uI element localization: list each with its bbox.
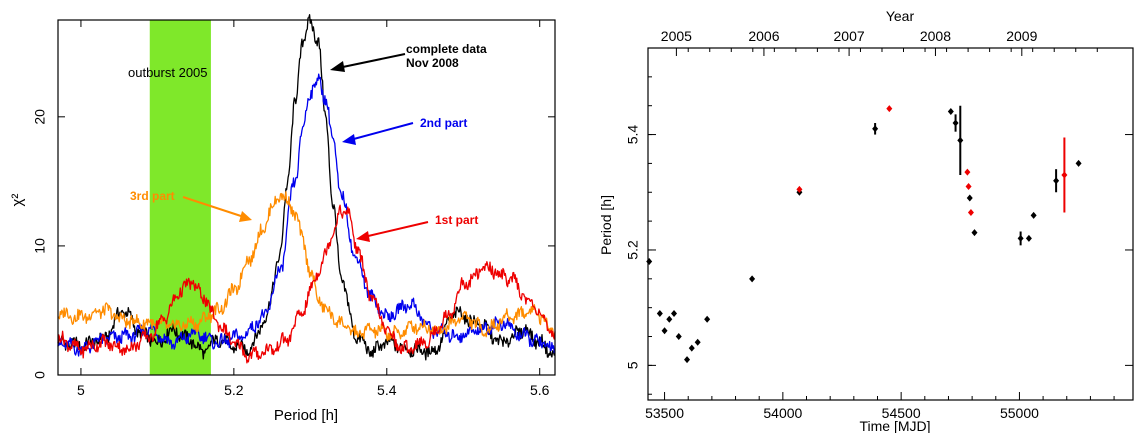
series-line-3rd-part (57, 191, 556, 342)
data-point-black (656, 309, 663, 317)
data-point-black (966, 194, 973, 202)
data-point-red (1061, 171, 1068, 179)
left-x-tick-label: 5 (77, 382, 85, 398)
right-y-tick-label: 5.2 (625, 240, 641, 260)
right-top-tick-label: 2007 (834, 28, 865, 44)
right-top-tick-label: 2009 (1006, 28, 1037, 44)
left-y-tick-label: 10 (32, 238, 48, 254)
right-top-ticks: 2005 2006 2007 2008 2009 (661, 28, 1098, 56)
left-y-tick-label: 20 (32, 109, 48, 125)
annotation-arrows (182, 53, 429, 242)
annotation-complete-data: complete data (406, 42, 487, 56)
left-x-ticks: 5 5.2 5.4 5.6 (77, 20, 550, 398)
annotation-nov-2008: Nov 2008 (406, 56, 459, 70)
annotation-3rd-part: 3rd part (130, 189, 175, 203)
annotation-1st-part: 1st part (435, 213, 478, 227)
right-top-axis-label: Year (886, 8, 915, 24)
data-point-black (1025, 234, 1032, 242)
right-x-tick-label: 55000 (1000, 405, 1039, 421)
annotation-2nd-part: 2nd part (420, 116, 467, 130)
left-y-tick-label: 0 (32, 371, 48, 379)
outburst-band (149, 20, 211, 375)
right-top-tick-label: 2006 (748, 28, 779, 44)
data-point-black (952, 119, 959, 127)
data-point-black (1053, 177, 1060, 185)
data-point-red (886, 105, 893, 113)
left-x-axis-label: Period [h] (274, 407, 338, 424)
data-point-black (749, 275, 756, 283)
outburst-label: outburst 2005 (128, 65, 208, 80)
right-top-tick-label: 2005 (661, 28, 692, 44)
left-y-ticks: 0 10 20 (32, 109, 555, 379)
right-x-tick-label: 54000 (763, 405, 802, 421)
series-line-2nd-part (57, 73, 556, 357)
right-x-tick-label: 53500 (645, 405, 684, 421)
left-chart: 5 5.2 5.4 5.6 0 10 20 Period [h] χ² outburst … (9, 14, 556, 424)
data-point-red (967, 208, 974, 216)
data-point-black (1030, 211, 1037, 219)
right-chart: 53500 54000 54500 55000 2005 2006 2007 2008 200… (598, 8, 1134, 433)
right-x-tick-label: 54500 (882, 405, 921, 421)
data-point-black (666, 315, 673, 323)
right-x-axis-label: Time [MJD] (859, 418, 930, 433)
data-point-red (796, 185, 803, 193)
data-point-black (704, 315, 711, 323)
left-plot-frame (57, 19, 556, 376)
data-point-black (646, 258, 653, 266)
right-y-tick-label: 5.4 (625, 125, 641, 145)
data-point-black (1075, 159, 1082, 167)
left-x-tick-label: 5.4 (377, 382, 397, 398)
outburst-2005-band (149, 20, 211, 375)
data-point-black (694, 338, 701, 346)
right-y-ticks: 5 5.2 5.4 (625, 76, 1133, 395)
data-point-black (872, 125, 879, 133)
data-point-black (971, 229, 978, 237)
right-data-points (646, 105, 1082, 364)
left-series-lines (57, 14, 556, 364)
left-y-axis-label: χ² (9, 194, 26, 207)
left-x-tick-label: 5.2 (224, 382, 244, 398)
data-point-red (965, 182, 972, 190)
data-point-red (964, 168, 971, 176)
right-x-ticks: 53500 54000 54500 55000 (645, 392, 1115, 421)
data-point-black (671, 309, 678, 317)
series-line-1st-part (57, 204, 556, 364)
right-y-tick-label: 5 (625, 361, 641, 369)
data-point-black (675, 333, 682, 341)
data-point-black (688, 344, 695, 352)
data-point-black (947, 107, 954, 115)
right-top-tick-label: 2008 (920, 28, 951, 44)
data-point-black (661, 327, 668, 335)
right-y-axis-label: Period [h] (598, 195, 614, 255)
data-point-black (957, 136, 964, 144)
data-point-black (1017, 234, 1024, 242)
data-point-black (684, 356, 691, 364)
left-x-tick-label: 5.6 (530, 382, 550, 398)
right-plot-frame (647, 47, 1134, 401)
